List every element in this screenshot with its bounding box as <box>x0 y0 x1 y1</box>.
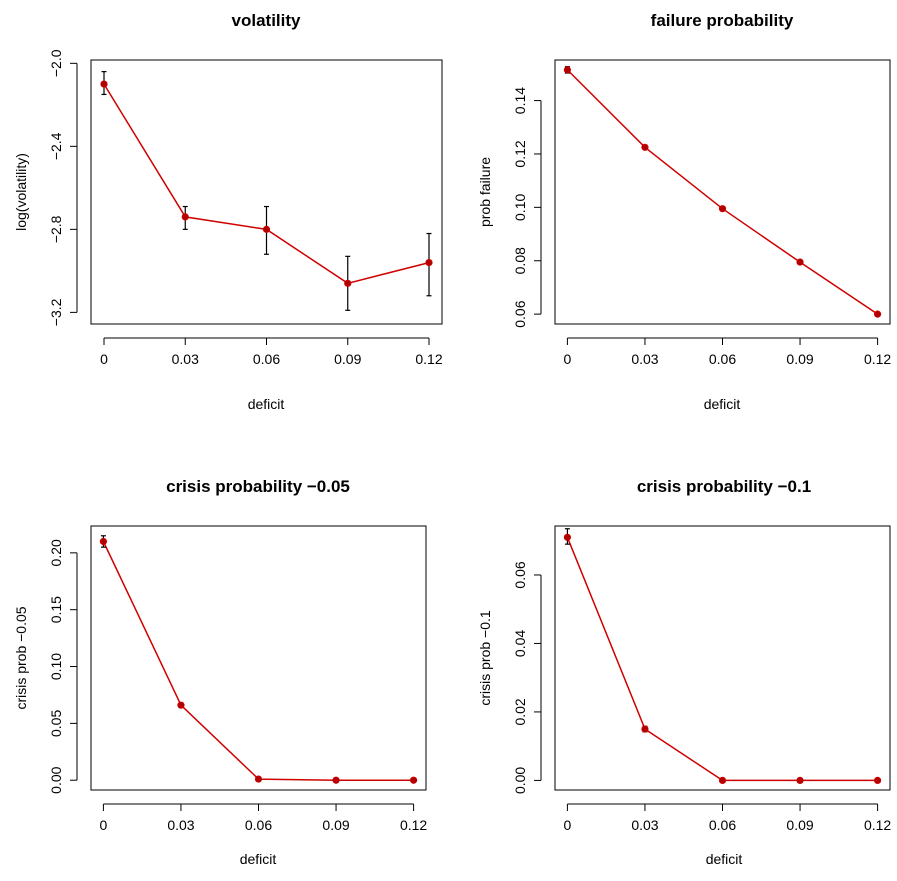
x-axis-label: deficit <box>248 396 285 412</box>
data-point <box>718 776 727 785</box>
plot-area: 0 0.03 0.06 0.09 0.12 0.06 0.08 0.10 0.12 0.14 <box>512 59 891 367</box>
plot-frame <box>554 59 891 325</box>
data-point <box>177 701 185 709</box>
x-tick-label: 0 <box>100 351 108 367</box>
data-point <box>254 775 263 783</box>
data-point <box>409 776 418 784</box>
plot-frame <box>90 525 427 791</box>
data-point <box>873 776 882 785</box>
data-point <box>563 66 572 74</box>
y-axis-label: crisis prob −0.05 <box>13 606 29 709</box>
y-tick-label: 0.10 <box>48 653 64 680</box>
panel-title: failure probability <box>651 11 794 30</box>
y-tick-label: 0.05 <box>48 710 64 737</box>
y-tick-label: 0.06 <box>512 300 528 327</box>
panel-title: crisis probability −0.1 <box>637 477 811 496</box>
data-point <box>873 310 882 318</box>
data-point <box>563 533 572 541</box>
x-tick-label: 0 <box>564 351 572 367</box>
y-tick-label: −2.8 <box>48 215 64 243</box>
y-tick-label: 0.14 <box>512 87 528 114</box>
y-tick-label: 0.06 <box>512 561 528 588</box>
x-tick-label: 0.12 <box>415 351 442 367</box>
x-tick-label: 0.06 <box>245 817 272 833</box>
x-tick-label: 0.09 <box>786 351 813 367</box>
x-tick-label: 0.03 <box>172 351 199 367</box>
x-axis-label: deficit <box>706 851 743 867</box>
x-tick-label: 0.09 <box>334 351 361 367</box>
data-point <box>99 537 108 546</box>
y-tick-label: 0.12 <box>512 140 528 167</box>
x-tick-label: 0.03 <box>631 351 658 367</box>
data-point <box>181 213 189 221</box>
data-point <box>718 205 727 213</box>
x-tick-label: 0.12 <box>400 817 427 833</box>
data-point <box>100 80 108 88</box>
panel-volatility: volatility deficit log(volatility) 0 0.03… <box>13 11 443 412</box>
y-tick-label: 0.00 <box>512 767 528 794</box>
plot-frame <box>554 525 891 791</box>
plot-area: 0 0.03 0.06 0.09 0.12 0.00 0.02 0.04 0.06 <box>512 525 891 833</box>
plot-area: 0 0.03 0.06 0.09 0.12 0.00 0.05 0.10 0.15 0.20 <box>48 525 427 833</box>
data-point <box>796 258 804 266</box>
data-point <box>796 776 804 785</box>
data-point <box>425 258 433 267</box>
data-point <box>641 725 649 733</box>
x-tick-label: 0.12 <box>864 351 891 367</box>
x-tick-label: 0.09 <box>322 817 349 833</box>
data-point <box>344 279 352 287</box>
panel-failure-probability: failure probability deficit prob failure… <box>477 11 891 412</box>
y-tick-label: 0.08 <box>512 247 528 274</box>
x-tick-label: 0.06 <box>709 351 736 367</box>
y-tick-label: 0.20 <box>48 539 64 566</box>
y-axis-label: prob failure <box>477 157 493 227</box>
y-tick-label: 0.02 <box>512 698 528 725</box>
x-tick-label: 0.12 <box>864 817 891 833</box>
x-axis-label: deficit <box>704 396 741 412</box>
x-tick-label: 0.06 <box>709 817 736 833</box>
x-axis-label: deficit <box>240 851 277 867</box>
x-tick-label: 0 <box>564 817 572 833</box>
x-tick-label: 0 <box>100 817 108 833</box>
y-axis-label: crisis prob −0.1 <box>477 610 493 706</box>
plot-area: 0 0.03 0.06 0.09 0.12 −3.2 −2.8 −2.4 −2.0 <box>48 49 443 367</box>
y-tick-label: −2.0 <box>48 49 64 77</box>
y-tick-label: 0.15 <box>48 596 64 623</box>
plot-frame <box>90 59 443 325</box>
data-point <box>641 143 649 151</box>
y-tick-label: −2.4 <box>48 132 64 160</box>
y-tick-label: −3.2 <box>48 298 64 326</box>
y-tick-label: 0.04 <box>512 630 528 657</box>
y-tick-label: 0.10 <box>512 194 528 221</box>
panel-crisis-probability-01: crisis probability −0.1 deficit crisis p… <box>477 477 891 867</box>
panel-crisis-probability-005: crisis probability −0.05 deficit crisis … <box>13 477 427 867</box>
y-axis-label: log(volatility) <box>13 153 29 231</box>
panel-title: crisis probability −0.05 <box>166 477 350 496</box>
x-tick-label: 0.06 <box>253 351 280 367</box>
data-point <box>262 225 271 233</box>
x-tick-label: 0.09 <box>786 817 813 833</box>
x-tick-label: 0.03 <box>631 817 658 833</box>
y-tick-label: 0.00 <box>48 766 64 793</box>
panel-title: volatility <box>232 11 302 30</box>
x-tick-label: 0.03 <box>167 817 194 833</box>
data-point <box>332 776 340 784</box>
